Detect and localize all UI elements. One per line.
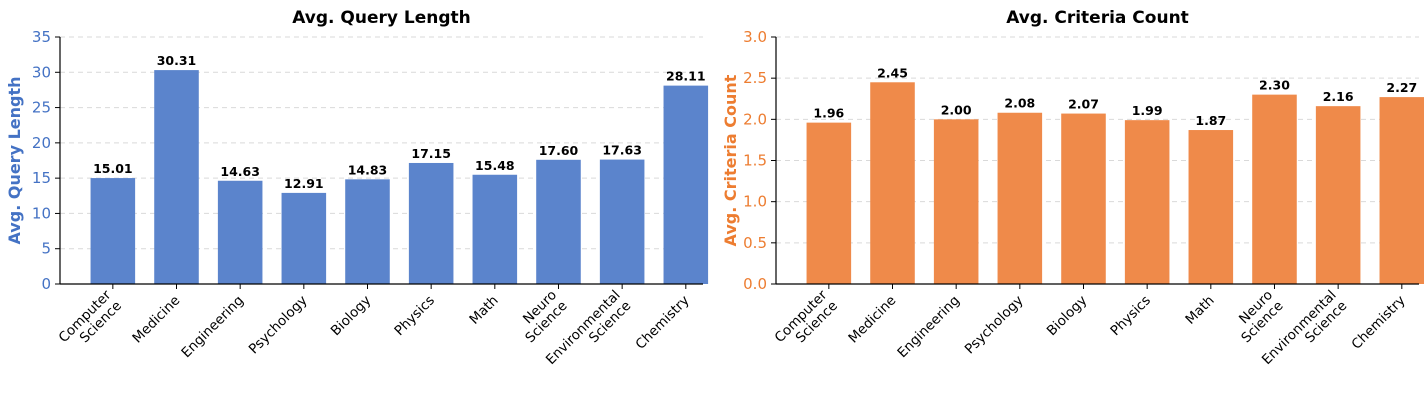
data-label: 2.16 [1323,89,1354,104]
y-tick-label: 1.5 [743,152,767,170]
x-tick-label: Math [466,293,501,328]
chart-panel-1: 15.01 30.31 14.63 12.91 14.83 17.15 15.48 17.60… [5,8,709,368]
x-tick-label: Medicine [845,293,899,347]
bar [663,85,709,284]
y-tick-label: 0.5 [743,234,767,252]
bar [281,192,327,284]
x-tick-label: Medicine [129,293,183,347]
x-tick-label: Biology [328,293,375,340]
data-label: 1.99 [1132,103,1163,118]
data-label: 17.15 [411,146,451,161]
data-label: 1.87 [1195,113,1226,128]
bar [408,162,454,284]
data-label: 12.91 [284,176,324,191]
bar [599,159,645,284]
bar [154,70,199,285]
y-tick-label: 20 [32,134,51,152]
bar [1124,120,1170,284]
chart-panel-2: 1.96 2.45 2.00 2.08 2.07 1.99 1.87 2.30 2.16 2.27… [721,8,1424,368]
x-tick-label: Engineering [178,293,247,362]
data-label: 1.96 [813,106,844,121]
x-tick-label: Physics [1107,293,1154,340]
bar [345,179,390,284]
bar [933,119,979,284]
x-tick-label: Math [1182,293,1217,328]
y-tick-label: 0.0 [743,275,767,293]
bar [90,178,136,284]
data-label: 2.00 [941,102,972,117]
y-tick-label: 5 [41,240,51,258]
bar [1061,113,1106,284]
y-tick-label: 1.0 [743,193,767,211]
x-tick-label: Biology [1044,293,1091,340]
y-axis-label: Avg. Query Length [5,76,24,244]
x-tick-label: Engineering [894,293,963,362]
data-label: 2.45 [877,65,908,80]
y-tick-label: 2.5 [743,69,767,87]
data-label: 15.01 [93,161,133,176]
y-tick-label: 15 [32,169,51,187]
y-tick-label: 35 [32,28,51,46]
y-tick-label: 30 [32,63,51,81]
bar [997,112,1043,284]
data-label: 28.11 [666,69,706,84]
data-label: 17.60 [539,143,579,158]
bar [806,122,852,284]
x-tick-label: Psychology [246,293,311,358]
data-label: 14.63 [220,164,260,179]
bar [1188,130,1234,284]
y-tick-label: 0 [41,275,51,293]
x-tick-label: Psychology [962,293,1027,358]
y-tick-label: 3.0 [743,28,767,46]
bar [217,180,263,284]
data-label: 2.27 [1386,80,1417,95]
data-label: 2.30 [1259,78,1290,93]
x-tick-label: Physics [391,293,438,340]
y-tick-label: 25 [32,99,51,117]
data-label: 30.31 [157,53,197,68]
bar [1379,97,1424,284]
data-label: 14.83 [348,162,388,177]
data-label: 17.63 [602,143,642,158]
x-tick-label: ComputerScience [772,287,842,357]
x-tick-label: Chemistry [1348,293,1408,353]
x-tick-label: ComputerScience [56,287,126,357]
bar [1252,94,1297,284]
data-label: 15.48 [475,158,515,173]
data-label: 2.08 [1004,96,1035,111]
x-tick-label: Chemistry [632,293,692,353]
data-label: 2.07 [1068,97,1099,112]
bar [536,159,581,284]
y-tick-label: 2.0 [743,110,767,128]
bar [1315,106,1361,284]
bar [472,174,518,284]
y-tick-label: 10 [32,204,51,222]
chart-title: Avg. Query Length [292,8,471,28]
bar [870,82,915,285]
chart-title: Avg. Criteria Count [1006,8,1189,28]
y-axis-label: Avg. Criteria Count [721,74,740,246]
